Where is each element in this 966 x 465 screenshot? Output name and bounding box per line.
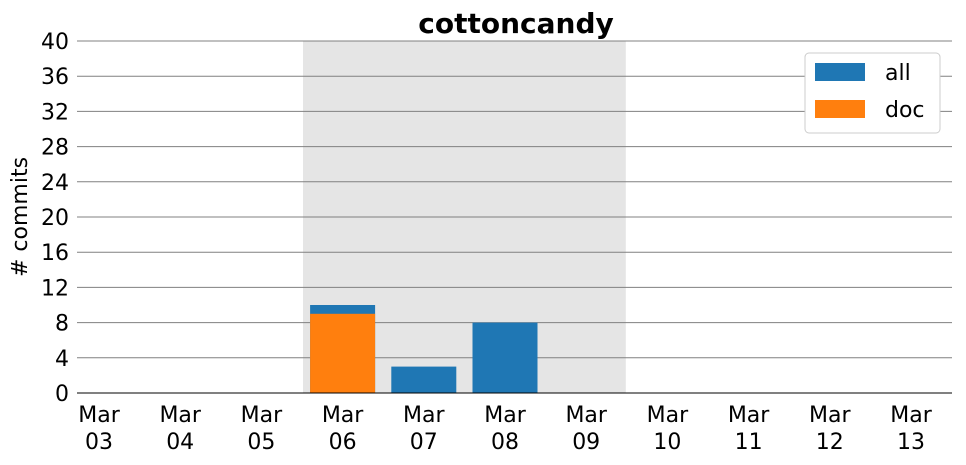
legend-swatch-all — [815, 63, 865, 81]
x-tick-label: Mar 09 — [565, 403, 607, 455]
legend-swatch-doc — [815, 100, 865, 118]
y-tick-label: 40 — [41, 30, 69, 55]
bar-doc — [310, 313, 376, 393]
x-tick-label: Mar 04 — [159, 403, 201, 455]
y-tick-label: 8 — [55, 312, 69, 337]
legend-label-doc: doc — [885, 98, 925, 123]
y-tick-label: 24 — [41, 171, 69, 196]
y-tick-label: 32 — [41, 100, 69, 125]
x-tick-label: Mar 05 — [241, 403, 283, 455]
y-tick-label: 4 — [55, 347, 69, 372]
chart-title: cottoncandy — [418, 7, 614, 40]
x-tick-label: Mar 07 — [403, 403, 445, 455]
bar-all — [391, 366, 457, 393]
y-tick-label: 20 — [41, 206, 69, 231]
bars — [310, 305, 538, 393]
x-tick-label: Mar 03 — [78, 403, 120, 455]
x-tick-label: Mar 06 — [322, 403, 364, 455]
y-tick-label: 36 — [41, 65, 69, 90]
axes: 0 4 8 12 16 20 24 28 32 36 40 Mar 03 Mar 04 Mar 05 Mar 06 M… — [41, 30, 952, 455]
y-tick-label: 0 — [55, 382, 69, 407]
x-tick-label: Mar 08 — [484, 403, 526, 455]
x-tick-label: Mar 11 — [728, 403, 770, 455]
y-tick-label: 28 — [41, 136, 69, 161]
y-tick-label: 12 — [41, 276, 69, 301]
legend-label-all: all — [885, 61, 911, 86]
bar-all — [472, 322, 538, 393]
x-tick-label: Mar 12 — [809, 403, 851, 455]
x-tick-label: Mar 10 — [647, 403, 689, 455]
legend: all doc — [804, 52, 941, 134]
x-tick-label: Mar 13 — [890, 403, 932, 455]
y-axis-label: # commits — [8, 157, 33, 277]
y-tick-label: 16 — [41, 241, 69, 266]
